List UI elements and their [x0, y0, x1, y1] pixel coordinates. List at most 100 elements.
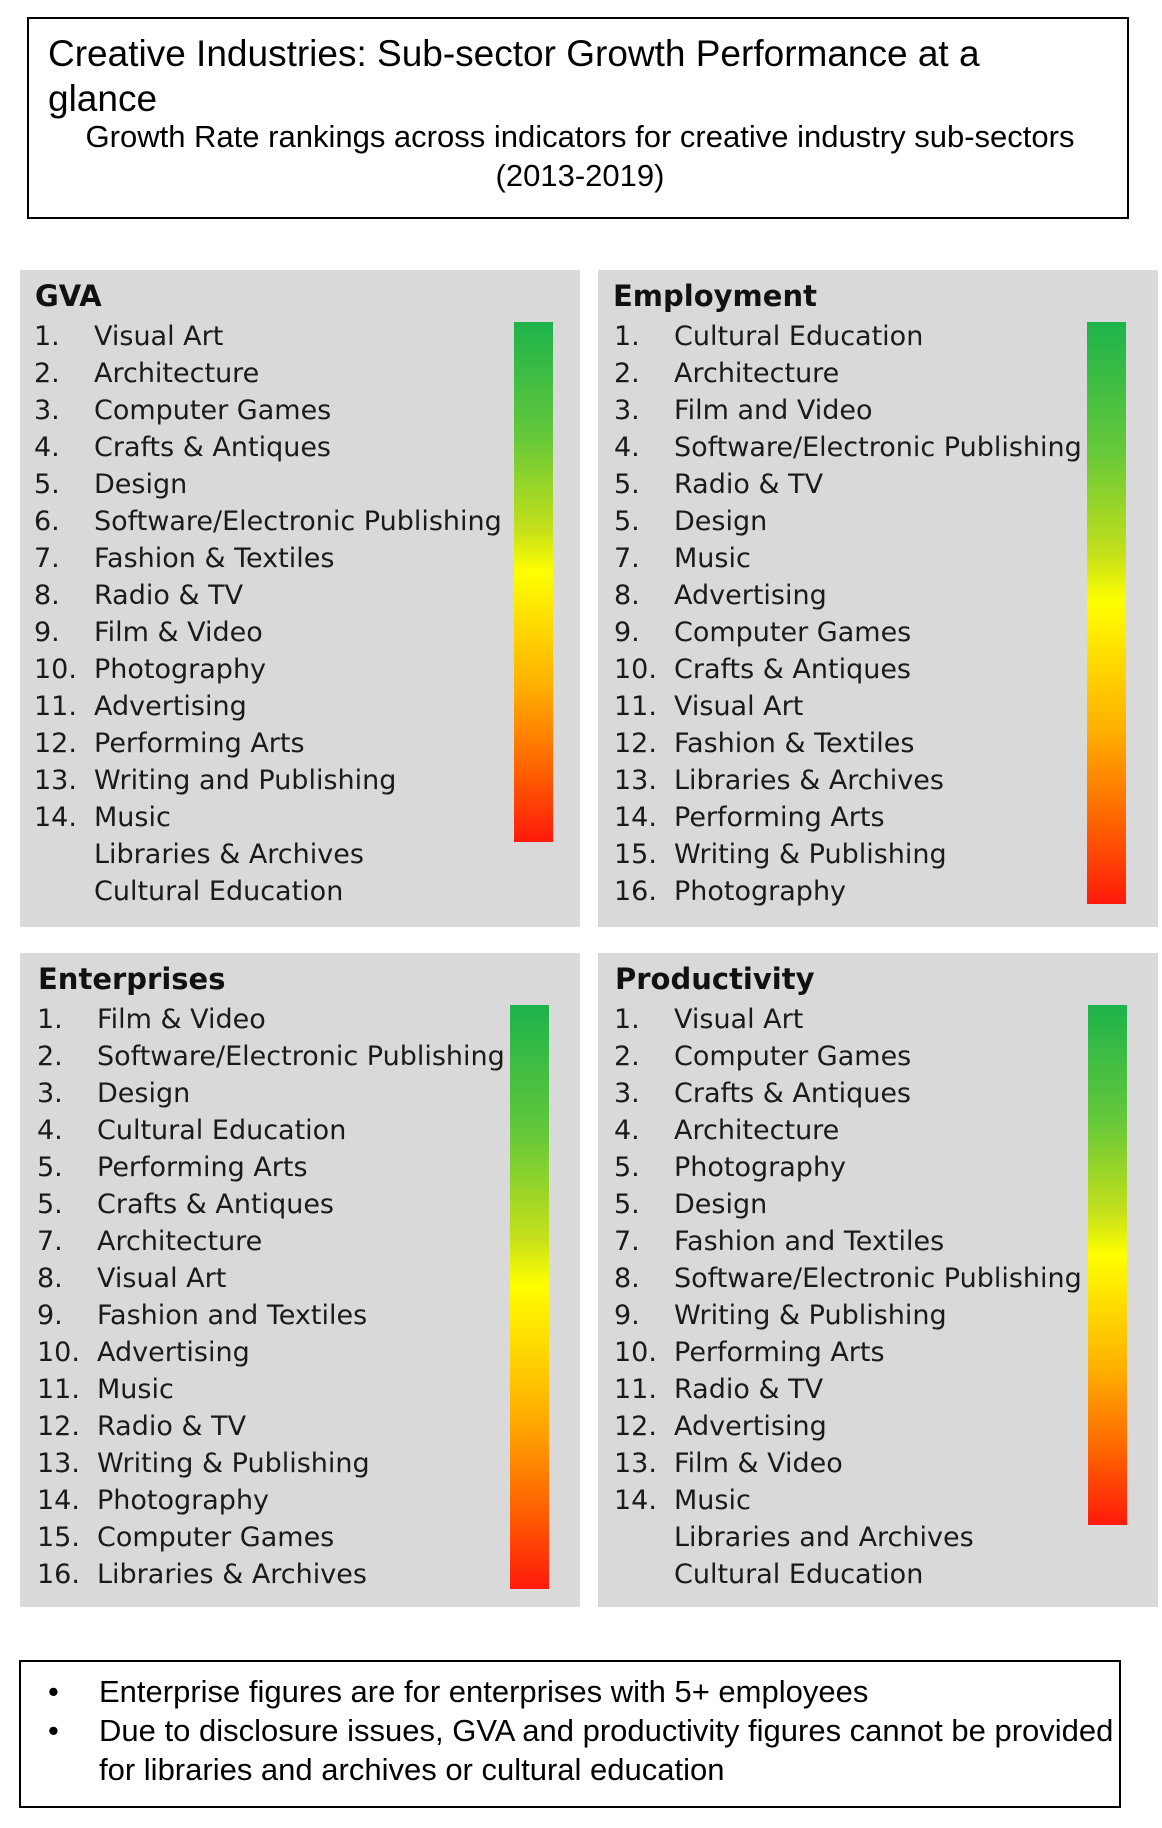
ranking-item: 1. Visual Art [614, 1001, 1162, 1038]
sector-label: Computer Games [97, 1522, 335, 1553]
rank-number: 14. [37, 1485, 80, 1516]
sector-label: Music [94, 802, 171, 833]
rank-number: 5. [37, 1152, 63, 1183]
rank-number: 4. [614, 1115, 640, 1146]
ranking-item: 14. Music [614, 1482, 1162, 1519]
sector-label: Radio & TV [97, 1411, 247, 1442]
ranking-list-enterprises: 1. Film & Video 2. Software/Electronic Publ… [37, 1001, 597, 1593]
ranking-item: 3. Computer Games [34, 392, 594, 429]
rank-number: 5. [614, 469, 640, 500]
sector-label: Performing Arts [674, 802, 885, 833]
rank-number: 2. [37, 1041, 63, 1072]
rank-number: 4. [614, 432, 640, 463]
rank-number: 12. [614, 1411, 657, 1442]
sector-label: Fashion and Textiles [97, 1300, 368, 1331]
sector-label: Film & Video [674, 1448, 843, 1479]
sector-label: Crafts & Antiques [674, 654, 912, 685]
sector-label: Film & Video [94, 617, 263, 648]
ranking-list-productivity: 1. Visual Art 2. Computer Games 3. Crafts & A… [614, 1001, 1162, 1593]
ranking-item: 3. Crafts & Antiques [614, 1075, 1162, 1112]
sector-label: Film and Video [674, 395, 873, 426]
rank-number: 9. [34, 617, 60, 648]
rank-number: 7. [37, 1226, 63, 1257]
ranking-list-employment: 1. Cultural Education 2. Architecture 3. Film… [614, 318, 1162, 910]
rank-number: 12. [34, 728, 77, 759]
ranking-item: 13. Libraries & Archives [614, 762, 1162, 799]
rank-number: 8. [614, 580, 640, 611]
ranking-item: 1. Visual Art [34, 318, 594, 355]
ranking-item: 1. Cultural Education [614, 318, 1162, 355]
growth-scale-bar-employment [1087, 322, 1126, 904]
ranking-item: 11. Visual Art [614, 688, 1162, 725]
rank-number: 10. [37, 1337, 80, 1368]
ranking-item: 16. Libraries & Archives [37, 1556, 597, 1593]
rank-number: 14. [614, 802, 657, 833]
sector-label: Design [674, 506, 768, 537]
panel-title-enterprises: Enterprises [38, 962, 226, 996]
sector-label: Libraries & Archives [97, 1559, 367, 1590]
ranking-item: 13. Film & Video [614, 1445, 1162, 1482]
ranking-item: 9. Writing & Publishing [614, 1297, 1162, 1334]
ranking-item: 11. Advertising [34, 688, 594, 725]
sector-label: Performing Arts [97, 1152, 308, 1183]
page-title: Creative Industries: Sub-sector Growth P… [48, 33, 980, 119]
sector-label: Radio & TV [674, 469, 824, 500]
sector-label: Radio & TV [674, 1374, 824, 1405]
rank-number: 7. [34, 543, 60, 574]
footnote-text: Due to disclosure issues, GVA and produc… [99, 1713, 1114, 1787]
rank-number: 9. [614, 1300, 640, 1331]
enterprises-panel: Enterprises 1. Film & Video 2. Software/Ele… [20, 953, 580, 1607]
ranking-item: 12. Advertising [614, 1408, 1162, 1445]
sector-label: Cultural Education [674, 321, 924, 352]
ranking-item: 7. Fashion & Textiles [34, 540, 594, 577]
ranking-item: 2. Architecture [34, 355, 594, 392]
sector-label: Computer Games [674, 617, 912, 648]
sector-label: Architecture [94, 358, 260, 389]
ranking-item: 4. Crafts & Antiques [34, 429, 594, 466]
sector-label: Libraries & Archives [674, 765, 944, 796]
ranking-item: 8. Software/Electronic Publishing [614, 1260, 1162, 1297]
ranking-item: 7. Music [614, 540, 1162, 577]
ranking-item: 5. Design [614, 1186, 1162, 1223]
sector-label: Photography [674, 876, 847, 907]
sector-label: Fashion & Textiles [674, 728, 915, 759]
sector-label: Advertising [674, 1411, 827, 1442]
ranking-item: 7. Architecture [37, 1223, 597, 1260]
sector-label: Software/Electronic Publishing [97, 1041, 505, 1072]
ranking-item: 5. Design [614, 503, 1162, 540]
sector-label: Music [674, 1485, 751, 1516]
ranking-item: 4. Software/Electronic Publishing [614, 429, 1162, 466]
ranking-item: Libraries and Archives [614, 1519, 1162, 1556]
sector-label: Photography [94, 654, 267, 685]
sector-label: Computer Games [94, 395, 332, 426]
rank-number: 12. [37, 1411, 80, 1442]
sector-label: Crafts & Antiques [674, 1078, 912, 1109]
rank-number: 4. [37, 1115, 63, 1146]
rank-number: 15. [37, 1522, 80, 1553]
rank-number: 3. [614, 1078, 640, 1109]
rank-number: 3. [614, 395, 640, 426]
ranking-item: 9. Computer Games [614, 614, 1162, 651]
ranking-item: 12. Radio & TV [37, 1408, 597, 1445]
ranking-item: 2. Computer Games [614, 1038, 1162, 1075]
ranking-item: 10. Crafts & Antiques [614, 651, 1162, 688]
rank-number: 13. [34, 765, 77, 796]
sector-label: Writing & Publishing [97, 1448, 370, 1479]
footnote-item: • Due to disclosure issues, GVA and prod… [21, 1711, 1121, 1789]
gva-panel: GVA 1. Visual Art 2. Architecture 3. Computer… [20, 270, 580, 927]
ranking-item: Cultural Education [614, 1556, 1162, 1593]
sector-label: Visual Art [97, 1263, 227, 1294]
sector-label: Visual Art [94, 321, 224, 352]
ranking-item: 16. Photography [614, 873, 1162, 910]
title-box: Creative Industries: Sub-sector Growth P… [27, 17, 1129, 219]
sector-label: Computer Games [674, 1041, 912, 1072]
ranking-item: 14. Performing Arts [614, 799, 1162, 836]
rank-number: 12. [614, 728, 657, 759]
rank-number: 11. [614, 691, 657, 722]
sector-label: Radio & TV [94, 580, 244, 611]
ranking-item: 5. Design [34, 466, 594, 503]
panel-title-productivity: Productivity [615, 962, 815, 996]
panel-title-gva: GVA [35, 279, 102, 313]
rank-number: 2. [614, 1041, 640, 1072]
rank-number: 1. [34, 321, 60, 352]
